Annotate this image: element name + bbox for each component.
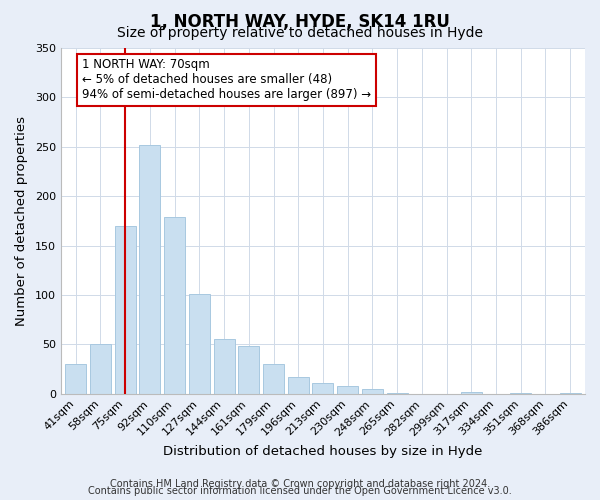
Bar (238, 346, 259, 394)
Bar (510, 392, 531, 394)
Text: Contains public sector information licensed under the Open Government Licence v3: Contains public sector information licen… (88, 486, 512, 496)
Bar (263, 364, 284, 394)
Text: Contains HM Land Registry data © Crown copyright and database right 2024.: Contains HM Land Registry data © Crown c… (110, 479, 490, 489)
Text: 1, NORTH WAY, HYDE, SK14 1RU: 1, NORTH WAY, HYDE, SK14 1RU (150, 12, 450, 30)
Text: Size of property relative to detached houses in Hyde: Size of property relative to detached ho… (117, 26, 483, 40)
Bar (90, 344, 111, 394)
Y-axis label: Number of detached properties: Number of detached properties (15, 116, 28, 326)
Bar (288, 377, 309, 394)
Bar (139, 145, 160, 394)
Bar (115, 226, 136, 394)
X-axis label: Distribution of detached houses by size in Hyde: Distribution of detached houses by size … (163, 444, 482, 458)
Text: 1 NORTH WAY: 70sqm
← 5% of detached houses are smaller (48)
94% of semi-detached: 1 NORTH WAY: 70sqm ← 5% of detached hous… (82, 58, 371, 102)
Bar (164, 217, 185, 394)
Bar (386, 392, 407, 394)
Bar (189, 294, 210, 394)
Bar (337, 386, 358, 394)
Bar (461, 392, 482, 394)
Bar (65, 364, 86, 394)
Bar (313, 383, 334, 394)
Bar (560, 392, 581, 394)
Bar (214, 340, 235, 394)
Bar (362, 389, 383, 394)
